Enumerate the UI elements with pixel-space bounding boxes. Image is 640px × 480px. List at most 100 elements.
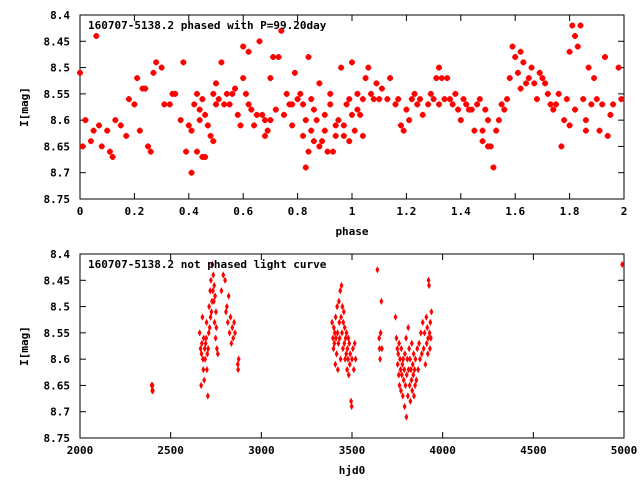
data-point xyxy=(346,334,351,342)
data-point xyxy=(240,43,247,50)
data-point xyxy=(430,96,437,103)
data-point xyxy=(373,80,380,87)
data-point xyxy=(501,106,508,113)
data-point xyxy=(493,127,500,134)
data-point xyxy=(172,90,179,97)
data-point xyxy=(482,106,489,113)
y-tick-label: 8.55 xyxy=(44,327,71,340)
data-point xyxy=(413,381,418,390)
x-tick-label: 0.6 xyxy=(233,205,253,218)
data-point xyxy=(188,127,195,134)
data-point xyxy=(533,96,540,103)
data-point xyxy=(214,308,218,316)
data-point xyxy=(93,33,100,40)
data-point xyxy=(331,323,336,332)
data-point xyxy=(354,106,361,113)
data-point xyxy=(425,101,432,108)
data-point xyxy=(210,287,215,295)
data-point xyxy=(213,101,219,108)
data-point xyxy=(401,355,406,363)
data-point xyxy=(324,148,331,155)
data-point xyxy=(223,90,230,97)
data-point xyxy=(340,329,344,337)
data-point xyxy=(414,101,421,108)
data-point xyxy=(359,96,366,103)
data-point xyxy=(400,127,407,134)
data-point xyxy=(341,308,346,316)
data-point xyxy=(420,318,425,326)
data-point xyxy=(289,101,296,108)
data-point xyxy=(569,22,576,29)
data-point xyxy=(214,344,219,353)
data-point xyxy=(426,276,431,284)
data-point xyxy=(313,117,320,124)
data-point xyxy=(411,371,416,379)
data-point xyxy=(335,302,340,311)
data-point xyxy=(444,75,451,82)
data-point xyxy=(237,122,244,129)
data-point xyxy=(210,260,215,269)
data-point xyxy=(77,69,83,76)
data-point xyxy=(438,75,445,82)
data-point xyxy=(123,132,130,139)
data-point xyxy=(109,153,116,160)
data-point xyxy=(213,292,218,300)
data-point xyxy=(417,339,422,348)
data-point xyxy=(338,355,343,363)
data-point xyxy=(213,80,219,87)
data-point xyxy=(142,85,149,92)
data-point xyxy=(206,344,211,353)
x-tick-label: 0.8 xyxy=(288,205,308,218)
data-point xyxy=(397,339,402,348)
x-tick-label: 1 xyxy=(349,205,356,218)
data-point xyxy=(349,111,355,118)
data-point xyxy=(474,101,481,108)
y-tick-label: 8.5 xyxy=(50,62,70,75)
data-point xyxy=(403,350,407,358)
data-point xyxy=(203,355,208,363)
data-point xyxy=(449,101,456,108)
data-point xyxy=(308,96,315,103)
data-point xyxy=(416,366,421,374)
data-point xyxy=(359,132,366,139)
data-point xyxy=(330,318,334,326)
data-point xyxy=(202,376,207,384)
data-point xyxy=(229,90,236,97)
x-tick-label: 3000 xyxy=(248,444,275,457)
data-point xyxy=(117,122,124,129)
data-point xyxy=(566,48,573,55)
data-point xyxy=(204,334,209,342)
data-point xyxy=(281,111,287,118)
data-point xyxy=(350,355,354,363)
data-point xyxy=(593,96,600,103)
data-point xyxy=(329,148,336,155)
data-point xyxy=(342,339,347,348)
data-point xyxy=(452,90,459,97)
data-point xyxy=(278,27,285,34)
x-tick-label: 3500 xyxy=(339,444,366,457)
data-point xyxy=(334,334,338,342)
data-point xyxy=(202,111,209,118)
data-point xyxy=(208,287,213,295)
data-point xyxy=(204,318,209,326)
data-point xyxy=(82,117,89,124)
data-point xyxy=(193,148,200,155)
data-point xyxy=(419,111,426,118)
x-tick-label: 1.8 xyxy=(560,205,580,218)
data-point xyxy=(425,350,430,358)
data-point xyxy=(539,75,546,82)
data-point xyxy=(403,106,410,113)
data-point xyxy=(395,96,402,103)
data-point xyxy=(87,138,94,145)
x-tick-label: 0 xyxy=(77,205,84,218)
data-point xyxy=(561,117,568,124)
data-point xyxy=(331,334,335,342)
data-point xyxy=(395,360,400,369)
data-point xyxy=(319,138,326,145)
data-point xyxy=(221,101,228,108)
data-point xyxy=(215,96,222,103)
data-point xyxy=(620,260,625,269)
data-point xyxy=(231,334,236,342)
data-point xyxy=(400,392,405,400)
